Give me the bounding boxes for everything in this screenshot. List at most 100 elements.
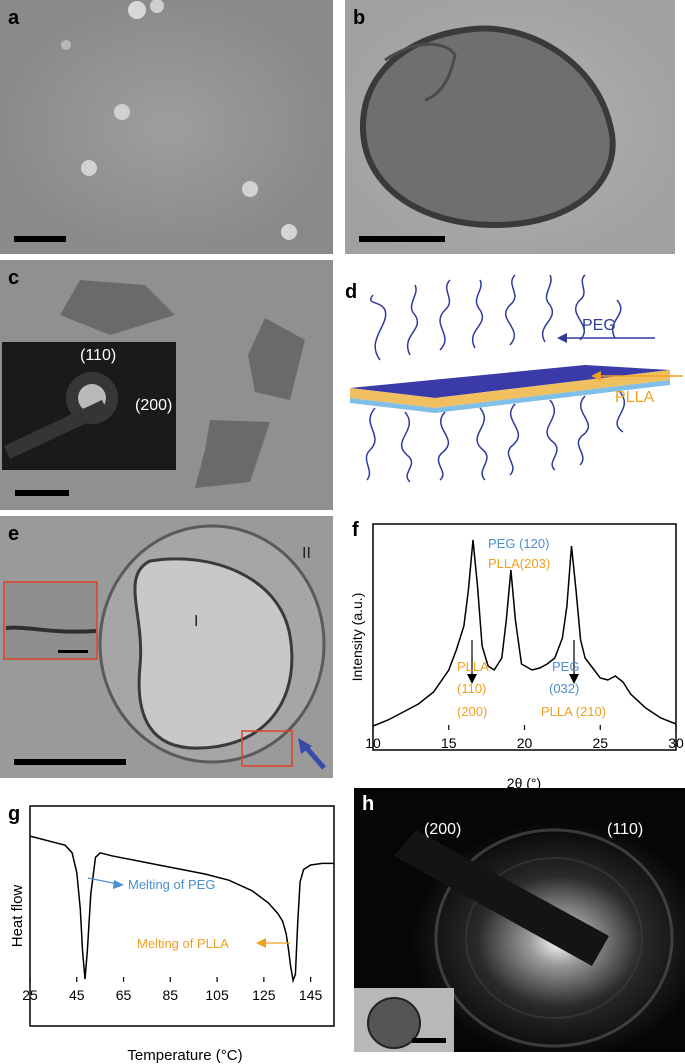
panel-d: PEG PLLA d — [345, 270, 685, 485]
particle — [128, 1, 146, 19]
diffraction-index-200: (200) — [424, 821, 461, 838]
peg-pointer — [87, 877, 119, 885]
panel-label: d — [345, 281, 358, 303]
inset-scale-bar — [58, 650, 88, 653]
zoom-inset-wall — [5, 625, 97, 634]
plla-pointer-head — [256, 938, 266, 948]
region-label-inner: I — [194, 613, 198, 630]
x-tick-label: 20 — [517, 735, 533, 751]
x-tick-label: 65 — [116, 987, 132, 1003]
x-tick-label: 10 — [365, 735, 381, 751]
series-line — [372, 539, 677, 727]
annotation: PLLA (210) — [541, 704, 606, 719]
pointer-arrow-head — [298, 738, 312, 754]
xrd-chart: 10 15 20 25 30 PEG (120) PLLA(203) PLLA (110… — [349, 523, 684, 791]
panel-a: a — [0, 0, 333, 254]
diffraction-index-200: (200) — [135, 397, 172, 414]
panel-a-image — [0, 0, 333, 254]
particle — [150, 0, 164, 13]
x-axis-label: 2θ (°) — [507, 775, 541, 791]
scale-bar — [14, 759, 126, 765]
x-tick-label: 45 — [69, 987, 85, 1003]
annotation: PEG — [552, 659, 579, 674]
beam-stop — [394, 830, 609, 966]
zoom-inset — [3, 581, 98, 660]
x-tick-label: 25 — [592, 735, 608, 751]
annotation: PEG (120) — [488, 536, 549, 551]
plot-frame — [372, 523, 677, 751]
panel-e-image: I II — [0, 516, 333, 778]
panel-d-diagram: PEG PLLA — [350, 274, 683, 483]
diffraction-ring — [434, 828, 674, 1048]
plla-label: PLLA — [615, 389, 654, 406]
peak-arrow-plla-head — [467, 674, 477, 684]
panel-h: (200) (110) h — [354, 788, 685, 1052]
vesicle — [359, 25, 616, 229]
inset-scale-bar — [412, 1038, 446, 1043]
annotation: PLLA(203) — [488, 556, 550, 571]
panel-c: (110) (200) c — [0, 260, 333, 510]
lamella — [248, 318, 305, 400]
particle — [281, 224, 297, 240]
particle — [61, 40, 71, 50]
particle — [114, 104, 130, 120]
y-axis-label: Intensity (a.u.) — [349, 593, 365, 682]
diffraction-index-110: (110) — [80, 347, 116, 364]
x-tick-label: 15 — [441, 735, 457, 751]
annotation: PLLA — [457, 659, 489, 674]
diffraction-index-110: (110) — [607, 821, 643, 838]
sheet-edge — [350, 398, 435, 413]
x-tick-label: 25 — [22, 987, 38, 1003]
panel-c-image: (110) (200) — [0, 260, 333, 510]
annotation: Melting of PLLA — [137, 936, 229, 951]
scale-bar — [359, 236, 445, 242]
panel-b-image — [345, 0, 675, 254]
panel-label: g — [8, 803, 21, 825]
panel-e: I II e — [0, 516, 333, 778]
peg-chains-top — [370, 274, 622, 361]
panel-label: e — [8, 523, 20, 545]
panel-label: a — [8, 7, 20, 29]
annotation: Melting of PEG — [128, 877, 215, 892]
sheet-plla-layer — [435, 370, 670, 408]
x-axis-label: Temperature (°C) — [127, 1047, 242, 1064]
lamella — [195, 420, 270, 488]
panel-f: 10 15 20 25 30 PEG (120) PLLA(203) PLLA (110… — [340, 516, 685, 791]
x-tick-label: 105 — [205, 987, 229, 1003]
panel-label: h — [362, 793, 375, 815]
diffraction-ring — [465, 857, 643, 1019]
peg-arrow-head — [557, 333, 567, 343]
particle — [242, 181, 258, 197]
beam-stop — [4, 400, 108, 459]
panel-g: 25 45 65 85 105 125 145 Melting of PEG Melting… — [0, 800, 340, 1064]
inset-box — [241, 730, 293, 767]
scale-bar — [14, 236, 66, 242]
panel-b: b — [345, 0, 675, 254]
vesicle-fold — [384, 42, 457, 102]
peg-chains-bottom — [365, 391, 626, 483]
series-line — [29, 835, 334, 984]
annotation: (032) — [549, 681, 579, 696]
capsule-inner — [133, 557, 294, 750]
pointer-arrow — [303, 744, 326, 770]
peg-label: PEG — [582, 317, 616, 334]
y-axis-label: Heat flow — [9, 885, 26, 948]
sheet-edge — [435, 380, 670, 413]
x-tick-label: 125 — [252, 987, 276, 1003]
panel-label: c — [8, 267, 20, 289]
x-tick-label: 85 — [163, 987, 179, 1003]
annotation: (110) — [457, 681, 486, 696]
dsc-chart: 25 45 65 85 105 125 145 Melting of PEG Melting… — [9, 805, 335, 1064]
scale-bar — [15, 490, 69, 496]
panel-label: b — [353, 7, 366, 29]
peak-arrow-peg-head — [569, 674, 579, 684]
plla-arrow-head — [591, 371, 601, 381]
x-tick-label: 30 — [668, 735, 684, 751]
region-label-outer: II — [302, 545, 311, 562]
inset-particle — [367, 997, 421, 1049]
plot-frame — [29, 805, 335, 1027]
annotation: (200) — [457, 704, 487, 719]
lamella — [60, 280, 175, 335]
peg-pointer-head — [113, 880, 124, 889]
x-tick-label: 145 — [299, 987, 323, 1003]
